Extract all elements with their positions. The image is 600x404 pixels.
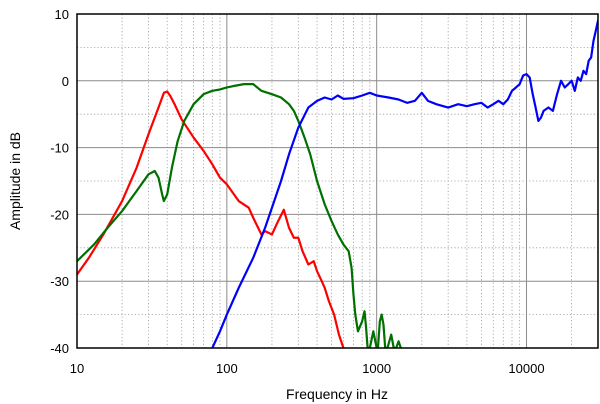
y-tick-label: -40 <box>50 341 69 356</box>
y-axis-label: Amplitude in dB <box>7 132 23 230</box>
y-tick-label: 10 <box>55 7 69 22</box>
x-axis-label: Frequency in Hz <box>286 386 388 402</box>
series-layer <box>77 19 598 348</box>
y-tick-label: -10 <box>50 141 69 156</box>
series-line-1 <box>77 90 345 348</box>
x-tick-label: 10000 <box>508 361 544 376</box>
y-tick-labels: 10 0 -10 -20 -30 -40 <box>50 7 69 356</box>
x-tick-label: 100 <box>216 361 238 376</box>
x-tick-label: 1000 <box>362 361 391 376</box>
y-tick-label: -20 <box>50 207 69 222</box>
y-tick-label: -30 <box>50 274 69 289</box>
x-tick-labels: 10 100 1000 10000 <box>70 361 545 376</box>
plot-frame <box>76 13 599 349</box>
y-tick-label: 0 <box>62 74 69 89</box>
series-line-2 <box>77 83 402 348</box>
series-line-3 <box>211 19 598 348</box>
major-gridlines <box>77 14 598 348</box>
x-tick-label: 10 <box>70 361 84 376</box>
